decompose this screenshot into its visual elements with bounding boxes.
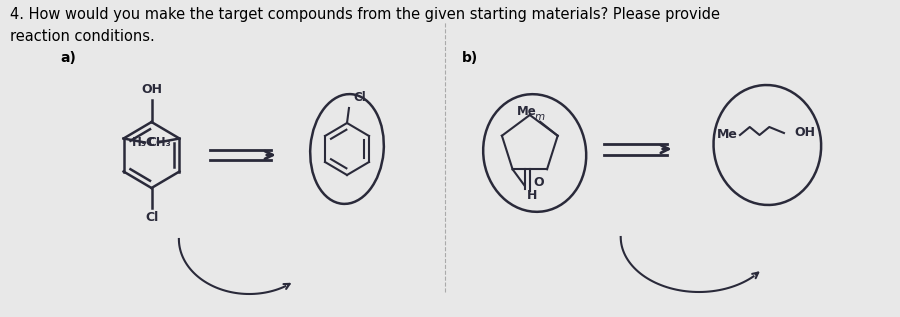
Text: m: m bbox=[535, 112, 544, 122]
Text: Cl: Cl bbox=[353, 91, 365, 104]
Text: OH: OH bbox=[141, 83, 162, 96]
Text: b): b) bbox=[462, 51, 478, 65]
Text: H: H bbox=[527, 189, 537, 202]
Text: 4. How would you make the target compounds from the given starting materials? Pl: 4. How would you make the target compoun… bbox=[10, 7, 720, 22]
Text: O: O bbox=[534, 176, 544, 189]
Text: reaction conditions.: reaction conditions. bbox=[10, 29, 155, 44]
Text: Cl: Cl bbox=[145, 211, 158, 224]
Text: Me: Me bbox=[717, 128, 738, 141]
Text: H₃C: H₃C bbox=[132, 136, 156, 149]
Text: a): a) bbox=[60, 51, 76, 65]
Text: OH: OH bbox=[795, 126, 815, 139]
Text: Me: Me bbox=[517, 105, 536, 118]
Text: CH₃: CH₃ bbox=[147, 136, 171, 149]
